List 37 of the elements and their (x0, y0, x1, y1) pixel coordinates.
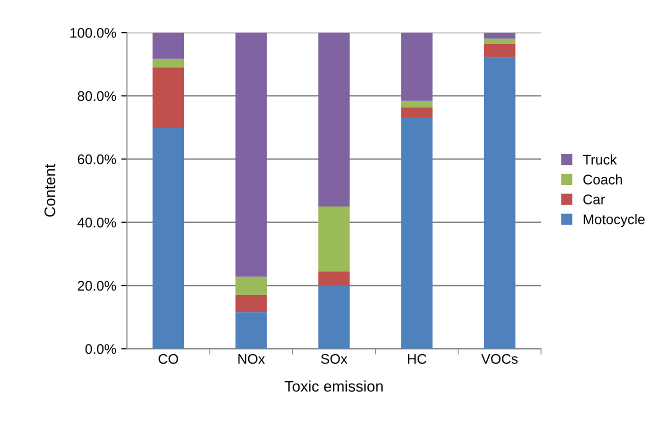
legend-label: Truck (583, 154, 617, 165)
legend-label: Car (583, 194, 605, 204)
x-tick-label: VOCs (481, 354, 518, 364)
bar (318, 286, 350, 349)
y-axis-title: Content (44, 164, 56, 217)
y-tick-label: 20.0% (78, 280, 116, 291)
bar (235, 294, 267, 312)
x-axis-title: Toxic emission (284, 380, 383, 392)
bar (401, 32, 433, 101)
bar (152, 58, 184, 68)
y-tick-label: 40.0% (77, 218, 116, 228)
bar (152, 32, 184, 59)
bar (401, 100, 433, 108)
legend-label: Motocycle (584, 214, 645, 227)
bar (484, 58, 516, 349)
y-tick-label: 80.0% (78, 91, 116, 102)
bar (152, 127, 184, 349)
x-tick-label: SOx (321, 354, 348, 364)
bar (484, 38, 516, 44)
bar (484, 32, 516, 39)
bar (318, 271, 350, 286)
x-tick-label: NOx (238, 354, 265, 364)
x-tick-label: HC (408, 354, 426, 364)
bar (235, 312, 267, 349)
x-tick-label: CO (158, 354, 178, 364)
bar (152, 67, 184, 128)
bar (401, 117, 433, 349)
y-tick-label: 100.0% (70, 28, 116, 38)
bar (235, 276, 267, 295)
bar (318, 32, 350, 206)
y-tick-label: 60.0% (78, 154, 116, 164)
bar (235, 32, 267, 277)
legend-label: Coach (583, 174, 622, 184)
bar (318, 206, 350, 272)
y-tick-label: 0.0% (85, 344, 116, 354)
bar (401, 107, 433, 118)
bar (484, 44, 516, 58)
